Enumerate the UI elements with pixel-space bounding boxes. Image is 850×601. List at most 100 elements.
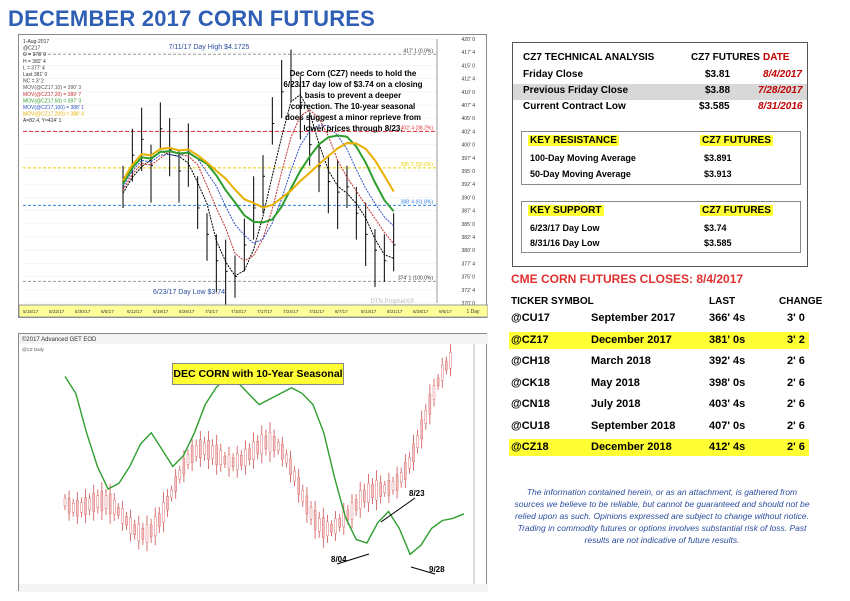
seasonal-marker-label: 8/23 — [409, 489, 425, 498]
closes-cell-month: December 2018 — [591, 441, 672, 453]
technical-analysis-box: CZ7 TECHNICAL ANALYSIS CZ7 FUTURES DATE … — [512, 42, 808, 267]
closes-cell-month: December 2017 — [591, 333, 672, 346]
candle-body — [153, 516, 157, 537]
candle-body — [117, 506, 120, 516]
closes-cell-change: 2' 6 — [787, 398, 805, 410]
closes-row: @CK18 May 2018 398' 0s 2' 6 — [509, 375, 809, 392]
candle-body — [305, 495, 309, 515]
candle-body — [436, 377, 440, 387]
candle-body — [412, 443, 415, 463]
x-tick-label: 7/31/17 — [309, 309, 325, 314]
closes-cell-month: July 2018 — [591, 398, 641, 410]
y-tick-label: 377' 4 — [462, 261, 476, 267]
resistance-box: KEY RESISTANCE CZ7 FUTURES 100-Day Movin… — [521, 131, 801, 185]
closes-row: @CZ17 December 2017 381' 0s 3' 2 — [509, 331, 809, 349]
candle-body — [350, 502, 354, 520]
chart-annotation: Dec Corn (CZ7) needs to hold the 6/23/17… — [283, 69, 423, 133]
x-tick-label: 5/22/17 — [49, 309, 65, 314]
chart-header-line: L = 377' 4 — [23, 65, 45, 71]
price-chart-svg: 420' 0 417' 4 415' 0 412' 4 410' 0 407' 4 405'… — [18, 37, 489, 318]
closes-title: CME CORN FUTURES CLOSES: 8/4/2017 — [511, 272, 744, 286]
candle-body — [170, 489, 173, 498]
chart-header-line: Last 381' 0 — [23, 72, 48, 78]
closes-cell-ticker: @CZ17 — [511, 333, 549, 346]
candle-body — [104, 495, 108, 509]
closes-cell-ticker: @CU17 — [511, 312, 550, 324]
resistance-row: 100-Day Moving Average $3.891 — [530, 153, 732, 163]
chart-header-line: H = 382' 4 — [23, 59, 46, 65]
candle-body — [166, 495, 169, 511]
seasonal-line — [64, 375, 465, 556]
candle-body — [272, 436, 276, 451]
closes-cell-ticker: @CZ18 — [511, 441, 549, 453]
support-row: 6/23/17 Day Low $3.74 — [530, 223, 727, 233]
x-tick-label: 6/12/17 — [127, 309, 143, 314]
candle-body — [121, 508, 124, 524]
closes-cell-last: 412' 4s — [709, 441, 746, 453]
ta-row: Current Contract Low $3.585 8/31/2016 — [523, 101, 803, 112]
y-tick-label: 417' 4 — [462, 50, 476, 56]
candle-body — [338, 518, 341, 528]
candle-body — [309, 506, 313, 520]
chart-header-line: MOV(@CZ17,200) = 388' 4 — [23, 112, 84, 118]
chart-header-line: MOV(@CZ17,50) = 397' 3 — [23, 98, 81, 104]
candle-body — [375, 479, 378, 501]
y-tick-label: 380' 0 — [462, 248, 476, 254]
candle-body — [395, 474, 399, 491]
candle-body — [67, 497, 71, 514]
candle-body — [408, 457, 411, 469]
candle-body — [379, 482, 382, 497]
seasonal-chart-svg: ©2017 Advanced GET EOD @CZ Daily 8/23 8/04 9… — [19, 334, 488, 592]
y-tick-label: 420' 0 — [462, 37, 476, 43]
candle-body — [387, 480, 391, 496]
chart-header-line: @CZ17 — [23, 46, 41, 52]
candle-body — [227, 453, 231, 470]
watermark: DTN ProphetX® — [371, 298, 415, 305]
candle-body — [268, 431, 272, 453]
candle-body — [219, 450, 223, 465]
x-tick-label: 7/17/17 — [257, 309, 273, 314]
seasonal-chart: ©2017 Advanced GET EOD @CZ Daily 8/23 8/04 9… — [18, 333, 488, 592]
candle-body — [416, 435, 419, 448]
y-tick-label: 412' 4 — [462, 77, 476, 83]
candle-body — [133, 524, 136, 535]
closes-row: @CH18 March 2018 392' 4s 2' 6 — [509, 353, 809, 370]
y-tick-label: 410' 0 — [462, 90, 476, 96]
closes-row: @CU17 September 2017 366' 4s 3' 0 — [509, 310, 809, 327]
candle-body — [330, 523, 333, 533]
closes-cell-last: 392' 4s — [709, 355, 746, 367]
x-tick-label: 7/24/17 — [283, 309, 299, 314]
candle-body — [285, 453, 288, 464]
y-tick-label: 372' 4 — [462, 288, 476, 294]
closes-row: @CN18 July 2018 403' 4s 2' 6 — [509, 396, 809, 413]
chart-header-line: MOV(@CZ17,100) = 388' 1 — [23, 105, 84, 111]
candle-body — [129, 517, 132, 534]
candle-body — [313, 510, 317, 530]
candle-body — [182, 458, 186, 475]
candle-body — [215, 444, 218, 466]
closes-cell-month: May 2018 — [591, 376, 640, 389]
y-tick-label: 407' 4 — [462, 103, 476, 109]
candle-body — [108, 493, 112, 515]
moving-average-line — [122, 93, 394, 277]
closes-cell-change: 2' 6 — [787, 355, 805, 367]
candle-body — [137, 523, 141, 542]
candle-body — [322, 517, 325, 538]
closes-cell-last: 381' 0s — [709, 333, 746, 346]
candle-body — [420, 419, 423, 440]
closes-cell-last: 407' 0s — [709, 419, 746, 432]
candle-body — [391, 481, 395, 491]
y-tick-label: 385' 0 — [462, 222, 476, 228]
candle-body — [326, 521, 329, 537]
fib-level-label: 395' 5 (50.0%) — [401, 162, 434, 168]
resistance-row: 50-Day Moving Average $3.913 — [530, 169, 732, 179]
closes-cell-ticker: @CU18 — [511, 419, 550, 432]
candle-body — [449, 352, 452, 369]
candle-body — [235, 453, 239, 471]
closes-row: @CZ18 December 2018 412' 4s 2' 6 — [509, 439, 809, 456]
candle-body — [162, 501, 165, 523]
candle-body — [149, 524, 153, 538]
closes-header: TICKER SYMBOL LAST CHANGE — [511, 296, 823, 307]
moving-average-line — [122, 142, 395, 209]
marker-arrow — [336, 553, 370, 565]
